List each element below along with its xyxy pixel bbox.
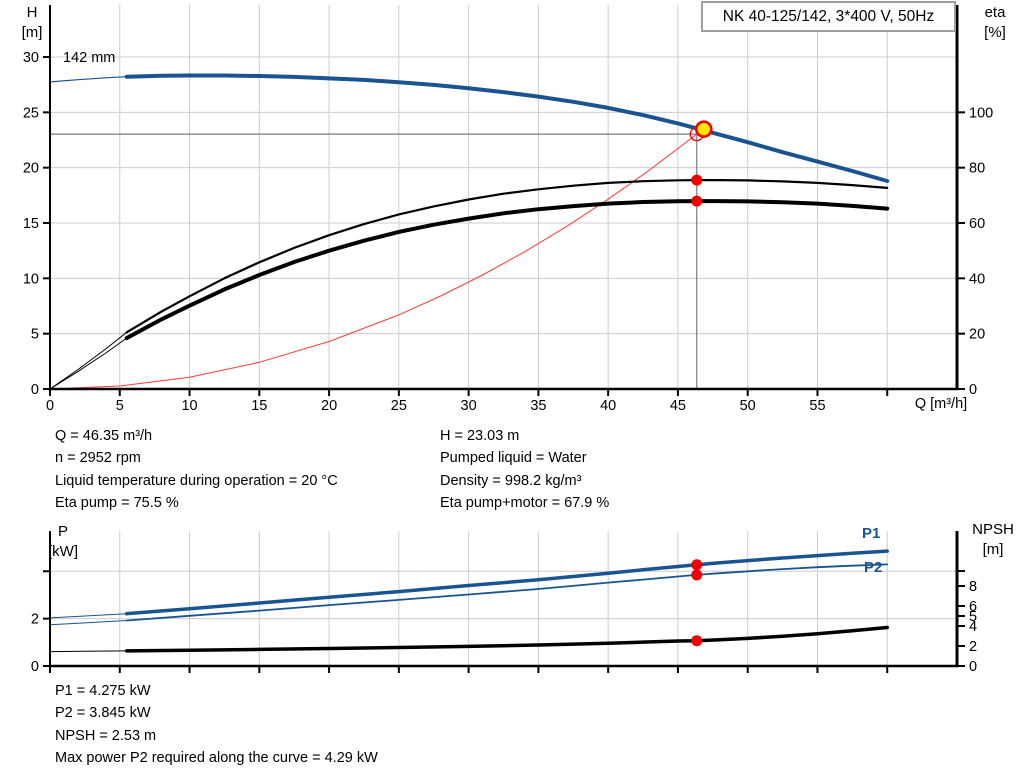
x-tick-label: 0 (46, 398, 54, 414)
affinity-parabola (49, 133, 698, 390)
x-tick-label: 55 (809, 398, 825, 414)
power-axis-label: P [kW] (48, 523, 78, 560)
x-tick-label: 20 (321, 398, 337, 414)
y-left-tick-label: 30 (23, 50, 39, 66)
head-axis-label: H [m] (21, 4, 43, 41)
y-right-tick-label: 6 (969, 599, 977, 615)
p1-curve (124, 549, 889, 616)
y-right-tick-label: 2 (969, 639, 977, 655)
info-flow: Q = 46.35 m³/h (55, 428, 153, 444)
y-right-tick-label: 20 (969, 327, 985, 343)
eta-pump-motor-curve (124, 199, 890, 341)
qh-curve-lead (49, 76, 128, 83)
eta-axis-label: eta [%] (984, 4, 1006, 41)
y-left-tick-label: 10 (23, 271, 39, 287)
y-left-tick-label: 0 (31, 382, 39, 398)
duty-marker-dot (691, 559, 703, 571)
info-speed: n = 2952 rpm (55, 450, 141, 467)
eta-pump-curve-lead (49, 331, 128, 390)
footer-npsh: NPSH = 2.53 m (55, 727, 157, 744)
footer-p2: P2 = 3.845 kW (55, 705, 151, 722)
pump-title: NK 40-125/142, 3*400 V, 50Hz (722, 7, 935, 25)
npsh-curve-lead (49, 650, 128, 653)
eta-pump-motor-curve-lead (49, 337, 128, 390)
y-right-tick-label: 0 (969, 659, 977, 675)
duty-marker-dot (691, 174, 703, 186)
duty-marker-dot (691, 569, 703, 581)
info-head: H = 23.03 m (440, 428, 520, 444)
y-left-tick-label: 2 (31, 612, 39, 628)
x-tick-label: 50 (740, 398, 756, 414)
y-left-tick-label: 20 (23, 161, 39, 177)
duty-info-footer: P1 = 4.275 kW P2 = 3.845 kW NPSH = 2.53 … (55, 680, 378, 770)
y-right-tick-label: 40 (969, 271, 985, 287)
x-tick-label: 40 (600, 398, 616, 414)
p2-curve (125, 563, 889, 622)
footer-p1: P1 = 4.275 kW (55, 683, 151, 699)
y-right-tick-label: 5 (969, 609, 977, 625)
flow-axis-label: Q [m³/h] (914, 396, 968, 412)
x-tick-label: 30 (461, 398, 477, 414)
p1-curve-lead (49, 613, 128, 619)
x-tick-label: 35 (530, 398, 546, 414)
duty-info-left: Q = 46.35 m³/h n = 2952 rpm Liquid tempe… (55, 425, 338, 514)
y-left-tick-label: 15 (23, 216, 39, 232)
info-eta-pump-motor: Eta pump+motor = 67.9 % (440, 494, 610, 511)
impeller-diameter-label: 142 mm (63, 50, 116, 66)
info-liquid-temperature: Liquid temperature during operation = 20… (55, 472, 338, 489)
y-right-tick-label: 60 (969, 216, 985, 232)
x-tick-label: 15 (251, 398, 267, 414)
y-left-tick-label: 5 (31, 327, 39, 343)
duty-info-right: H = 23.03 m Pumped liquid = Water Densit… (440, 425, 609, 514)
p2-curve-lead (49, 620, 128, 626)
x-tick-label: 5 (116, 398, 124, 414)
duty-marker-dot (691, 635, 703, 647)
p2-curve-label: P2 (864, 559, 883, 576)
y-right-tick-label: 0 (969, 382, 977, 398)
npsh-axis-label: NPSH [m] (972, 521, 1014, 558)
p1-curve-label: P1 (862, 525, 881, 542)
npsh-curve (124, 625, 889, 653)
y-left-tick-label: 25 (23, 105, 39, 121)
y-right-tick-label: 100 (969, 105, 993, 121)
x-tick-label: 45 (670, 398, 686, 414)
duty-marker-dot (691, 195, 703, 207)
x-tick-label: 25 (391, 398, 407, 414)
duty-point-marker[interactable] (694, 120, 713, 138)
y-right-tick-label: 80 (969, 161, 985, 177)
info-eta-pump: Eta pump = 75.5 % (55, 494, 179, 511)
y-right-tick-label: 4 (969, 619, 977, 635)
qh-curve (124, 73, 890, 183)
eta-pump-curve (125, 179, 889, 334)
info-density: Density = 998.2 kg/m³ (440, 472, 582, 489)
footer-max-power: Max power P2 required along the curve = … (55, 750, 378, 767)
pump-title-box: NK 40-125/142, 3*400 V, 50Hz (701, 1, 956, 32)
info-pumped-liquid: Pumped liquid = Water (440, 450, 587, 467)
y-right-tick-label: 8 (969, 579, 977, 595)
y-left-tick-label: 0 (31, 659, 39, 675)
x-tick-label: 10 (181, 398, 197, 414)
